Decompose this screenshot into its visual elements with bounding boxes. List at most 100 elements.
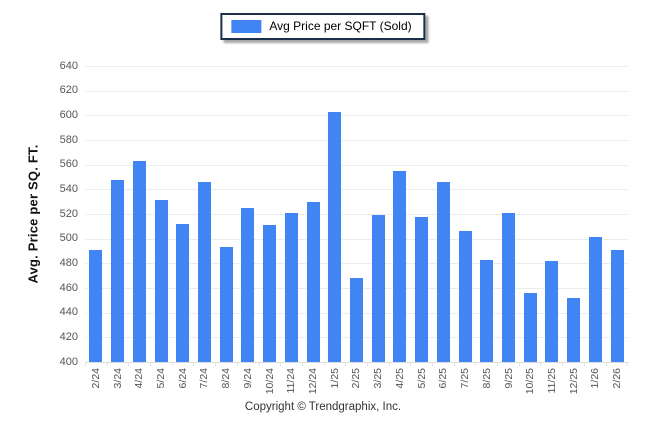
bar-10/25[interactable] bbox=[523, 292, 537, 362]
x-tick-mark bbox=[366, 362, 389, 366]
x-label-cell: 7/24 bbox=[194, 368, 216, 388]
y-tick-label: 520 bbox=[59, 207, 78, 220]
bar-slot bbox=[411, 66, 433, 362]
x-tick-mark bbox=[388, 362, 411, 366]
bar-series bbox=[85, 66, 628, 362]
x-tick-mark bbox=[345, 362, 367, 366]
bar-8/24[interactable] bbox=[219, 247, 233, 362]
x-tick-mark bbox=[432, 362, 454, 366]
x-tick-mark bbox=[323, 362, 346, 366]
bar-slot bbox=[237, 66, 259, 362]
gridline bbox=[85, 214, 628, 215]
bar-slot bbox=[606, 66, 628, 362]
bar-9/24[interactable] bbox=[241, 207, 255, 362]
x-tick-mark bbox=[301, 362, 324, 366]
bar-slot bbox=[389, 66, 411, 362]
bar-12/25[interactable] bbox=[567, 297, 581, 362]
bar-1/26[interactable] bbox=[588, 237, 602, 362]
bar-5/24[interactable] bbox=[154, 200, 168, 362]
x-tick-label: 4/25 bbox=[393, 368, 406, 389]
bar-slot bbox=[172, 66, 194, 362]
bar-10/24[interactable] bbox=[263, 225, 277, 362]
x-label-cell: 6/25 bbox=[433, 368, 455, 388]
bar-7/24[interactable] bbox=[197, 181, 211, 362]
x-tick-label: 3/24 bbox=[111, 368, 124, 389]
x-label-cell: 2/26 bbox=[606, 368, 628, 388]
x-tick-mark bbox=[518, 362, 541, 366]
bar-slot bbox=[194, 66, 216, 362]
bar-slot bbox=[259, 66, 281, 362]
y-tick-label: 480 bbox=[59, 256, 78, 269]
bar-6/24[interactable] bbox=[176, 223, 190, 362]
x-tick-mark bbox=[128, 362, 150, 366]
x-tick-mark bbox=[215, 362, 237, 366]
x-label-cell: 12/24 bbox=[302, 368, 324, 394]
bar-7/25[interactable] bbox=[458, 231, 472, 362]
legend: Avg Price per SQFT (Sold) bbox=[220, 13, 426, 40]
bar-9/25[interactable] bbox=[502, 212, 516, 362]
bar-slot bbox=[150, 66, 172, 362]
x-label-cell: 1/25 bbox=[324, 368, 346, 388]
bar-slot bbox=[454, 66, 476, 362]
x-label-cell: 11/25 bbox=[541, 368, 563, 394]
gridline bbox=[85, 140, 628, 141]
x-label-cell: 2/25 bbox=[346, 368, 368, 388]
y-tick-label: 500 bbox=[59, 232, 78, 245]
bar-1/25[interactable] bbox=[328, 111, 342, 362]
x-tick-mark bbox=[106, 362, 129, 366]
x-tick-label: 5/25 bbox=[415, 368, 428, 389]
x-tick-mark bbox=[280, 362, 302, 366]
bar-6/25[interactable] bbox=[436, 181, 450, 362]
copyright-text: Copyright © Trendgraphix, Inc. bbox=[244, 401, 402, 413]
x-tick-label: 2/26 bbox=[611, 368, 624, 389]
x-tick-mark bbox=[236, 362, 259, 366]
x-tick-label: 1/26 bbox=[589, 368, 602, 389]
y-tick-label: 400 bbox=[59, 355, 78, 368]
bar-11/24[interactable] bbox=[284, 212, 298, 362]
x-label-cell: 9/24 bbox=[237, 368, 259, 388]
bar-4/24[interactable] bbox=[132, 161, 146, 362]
gridline bbox=[85, 263, 628, 265]
bar-4/25[interactable] bbox=[393, 170, 407, 362]
x-label-cell: 5/25 bbox=[411, 368, 433, 388]
x-tick-label: 8/24 bbox=[220, 368, 233, 389]
bar-slot bbox=[128, 66, 150, 362]
x-tick-label: 6/25 bbox=[437, 368, 450, 389]
x-label-cell: 1/26 bbox=[585, 368, 607, 388]
bar-slot bbox=[498, 66, 520, 362]
x-label-cell: 7/25 bbox=[454, 368, 476, 388]
gridline bbox=[85, 115, 628, 117]
x-label-cell: 9/25 bbox=[498, 368, 520, 388]
bar-slot bbox=[563, 66, 585, 362]
x-tick-mark bbox=[562, 362, 584, 366]
legend-label: Avg Price per SQFT (Sold) bbox=[269, 19, 412, 33]
x-label-cell: 12/25 bbox=[563, 368, 585, 394]
y-tick-label: 600 bbox=[59, 108, 78, 121]
x-tick-label: 5/24 bbox=[155, 368, 168, 389]
x-tick-label: 7/24 bbox=[198, 368, 211, 389]
gridline bbox=[85, 238, 628, 240]
bar-slot bbox=[107, 66, 129, 362]
x-tick-mark bbox=[583, 362, 606, 366]
x-label-cell: 2/24 bbox=[85, 368, 107, 388]
x-label-cell: 3/24 bbox=[107, 368, 129, 388]
y-tick-label: 440 bbox=[59, 306, 78, 319]
bar-slot bbox=[280, 66, 302, 362]
x-tick-mark bbox=[171, 362, 194, 366]
bar-slot bbox=[324, 66, 346, 362]
bar-2/25[interactable] bbox=[349, 278, 363, 362]
bar-5/25[interactable] bbox=[415, 216, 429, 362]
bar-3/25[interactable] bbox=[371, 215, 385, 362]
x-tick-mark bbox=[540, 362, 562, 366]
bar-12/24[interactable] bbox=[306, 201, 320, 362]
x-label-cell: 11/24 bbox=[280, 368, 302, 394]
bar-slot bbox=[215, 66, 237, 362]
bar-2/24[interactable] bbox=[89, 249, 103, 362]
bar-11/25[interactable] bbox=[545, 260, 559, 362]
bar-3/24[interactable] bbox=[111, 179, 125, 362]
bar-8/25[interactable] bbox=[480, 259, 494, 362]
gridline bbox=[85, 90, 628, 92]
x-tick-mark bbox=[497, 362, 519, 366]
y-tick-label: 540 bbox=[59, 182, 78, 195]
bar-2/26[interactable] bbox=[610, 249, 624, 362]
